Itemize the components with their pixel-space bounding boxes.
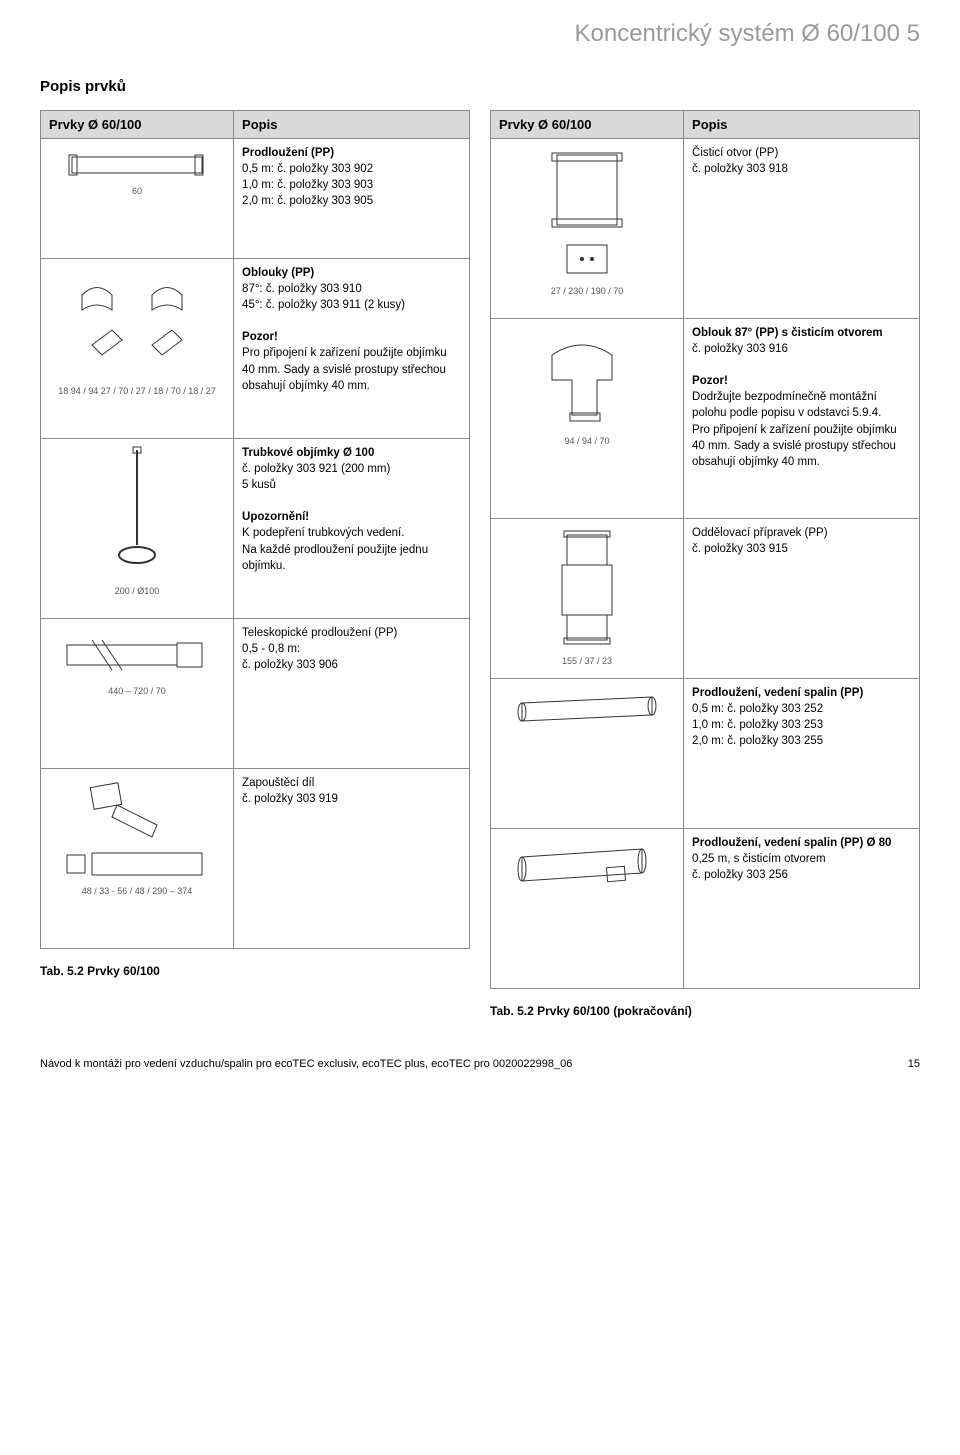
desc-text: č. položky 303 921 (200 mm) 5 kusů [242, 463, 390, 491]
table-row: 200 / Ø100 Trubkové objímky Ø 100 č. pol… [41, 439, 470, 619]
desc-title: Teleskopické prodloužení (PP) [242, 627, 397, 639]
page-header: Koncentrický systém Ø 60/100 5 [40, 20, 920, 48]
desc-text: 87°: č. položky 303 910 45°: č. položky … [242, 283, 405, 311]
dim-label: 48 / 33 - 56 / 48 / 290 – 374 [49, 885, 225, 898]
notice-title: Upozornění! [242, 511, 309, 523]
warning-title: Pozor! [242, 331, 278, 343]
diagram-cell: 18 94 / 94 27 / 70 / 27 / 18 / 70 / 18 /… [41, 259, 234, 439]
warning-text: Pro připojení k zařízení pou­žijte objím… [242, 347, 447, 391]
dim-label: 155 / 37 / 23 [499, 655, 675, 668]
table-row: 155 / 37 / 23 Oddělovací přípravek (PP) … [491, 519, 920, 679]
desc-cell: Prodloužení, vedení spalin (PP) 0,5 m: č… [684, 679, 920, 829]
desc-text: č. položky 303 915 [692, 543, 788, 555]
desc-text: č. položky 303 919 [242, 793, 338, 805]
desc-cell: Oblouk 87° (PP) s čisticím otvorem č. po… [684, 319, 920, 519]
section-title: Popis prvků [40, 78, 920, 95]
desc-title: Trubkové objímky Ø 100 [242, 447, 374, 459]
table-row: 94 / 94 / 70 Oblouk 87° (PP) s čisticím … [491, 319, 920, 519]
desc-text: 0,5 - 0,8 m: č. položky 303 906 [242, 643, 338, 671]
right-col1-header: Prvky Ø 60/100 [491, 111, 684, 139]
left-table-caption: Tab. 5.2 Prvky 60/100 [40, 964, 470, 978]
table-row: 18 94 / 94 27 / 70 / 27 / 18 / 70 / 18 /… [41, 259, 470, 439]
desc-cell: Zapouštěcí díl č. položky 303 919 [234, 769, 470, 949]
desc-title: Oddělovací přípravek (PP) [692, 527, 828, 539]
desc-title: Prodloužení, vedení spalin (PP) Ø 80 [692, 837, 891, 849]
desc-cell: Prodloužení, vedení spalin (PP) Ø 80 0,2… [684, 829, 920, 989]
table-row: 60 Prodloužení (PP) 0,5 m: č. položky 30… [41, 139, 470, 259]
page-number: 15 [908, 1058, 920, 1070]
diagram-cell: 60 [41, 139, 234, 259]
desc-cell: Čisticí otvor (PP) č. položky 303 918 [684, 139, 920, 319]
desc-cell: Oblouky (PP) 87°: č. položky 303 910 45°… [234, 259, 470, 439]
desc-title: Oblouk 87° (PP) s čisticím otvorem [692, 327, 883, 339]
right-col2-header: Popis [684, 111, 920, 139]
table-row: 440 – 720 / 70 Teleskopické prodloužení … [41, 619, 470, 769]
diagram-cell: 48 / 33 - 56 / 48 / 290 – 374 [41, 769, 234, 949]
desc-cell: Teleskopické prodloužení (PP) 0,5 - 0,8 … [234, 619, 470, 769]
dim-label: 94 / 94 / 70 [499, 435, 675, 448]
dim-label: 60 [49, 185, 225, 198]
desc-title: Zapouštěcí díl [242, 777, 314, 789]
dim-label: 440 – 720 / 70 [49, 685, 225, 698]
dim-label: 200 / Ø100 [49, 585, 225, 598]
desc-text: č. položky 303 916 [692, 343, 788, 355]
table-row: 48 / 33 - 56 / 48 / 290 – 374 Zapouštěcí… [41, 769, 470, 949]
desc-title: Čisticí otvor (PP) [692, 147, 778, 159]
left-parts-table: Prvky Ø 60/100 Popis 60 [40, 110, 470, 949]
diagram-cell: 27 / 230 / 190 / 70 [491, 139, 684, 319]
diagram-cell: 155 / 37 / 23 [491, 519, 684, 679]
right-table-caption: Tab. 5.2 Prvky 60/100 (pokračování) [490, 1004, 920, 1018]
desc-cell: Trubkové objímky Ø 100 č. položky 303 92… [234, 439, 470, 619]
page-footer: Návod k montáži pro vedení vzduchu/spali… [40, 1058, 920, 1070]
tables-container: Prvky Ø 60/100 Popis 60 [40, 110, 920, 1018]
left-col1-header: Prvky Ø 60/100 [41, 111, 234, 139]
desc-title: Prodloužení, vedení spalin (PP) [692, 687, 863, 699]
warning-title: Pozor! [692, 375, 728, 387]
diagram-cell [491, 679, 684, 829]
footer-text: Návod k montáži pro vedení vzduchu/spali… [40, 1058, 572, 1070]
warning-text: Dodržujte bezpodmínečně montážní polohu … [692, 391, 897, 467]
desc-text: 0,5 m: č. položky 303 902 1,0 m: č. polo… [242, 163, 373, 207]
right-parts-table: Prvky Ø 60/100 Popis [490, 110, 920, 989]
dim-label: 27 / 230 / 190 / 70 [499, 285, 675, 298]
table-row: 27 / 230 / 190 / 70 Čisticí otvor (PP) č… [491, 139, 920, 319]
desc-cell: Oddělovací přípravek (PP) č. položky 303… [684, 519, 920, 679]
desc-title: Oblouky (PP) [242, 267, 314, 279]
desc-title: Prodloužení (PP) [242, 147, 334, 159]
desc-cell: Prodloužení (PP) 0,5 m: č. položky 303 9… [234, 139, 470, 259]
table-row: Prodloužení, vedení spalin (PP) 0,5 m: č… [491, 679, 920, 829]
desc-text: 0,25 m, s čisticím otvorem č. položky 30… [692, 853, 826, 881]
table-row: Prodloužení, vedení spalin (PP) Ø 80 0,2… [491, 829, 920, 989]
diagram-cell: 440 – 720 / 70 [41, 619, 234, 769]
diagram-cell: 94 / 94 / 70 [491, 319, 684, 519]
diagram-cell: 200 / Ø100 [41, 439, 234, 619]
notice-text: K podepření trubkových vedení. Na každé … [242, 527, 428, 571]
dim-label: 18 94 / 94 27 / 70 / 27 / 18 / 70 / 18 /… [49, 385, 225, 398]
left-col2-header: Popis [234, 111, 470, 139]
desc-text: 0,5 m: č. položky 303 252 1,0 m: č. polo… [692, 703, 823, 747]
diagram-cell [491, 829, 684, 989]
desc-text: č. položky 303 918 [692, 163, 788, 175]
